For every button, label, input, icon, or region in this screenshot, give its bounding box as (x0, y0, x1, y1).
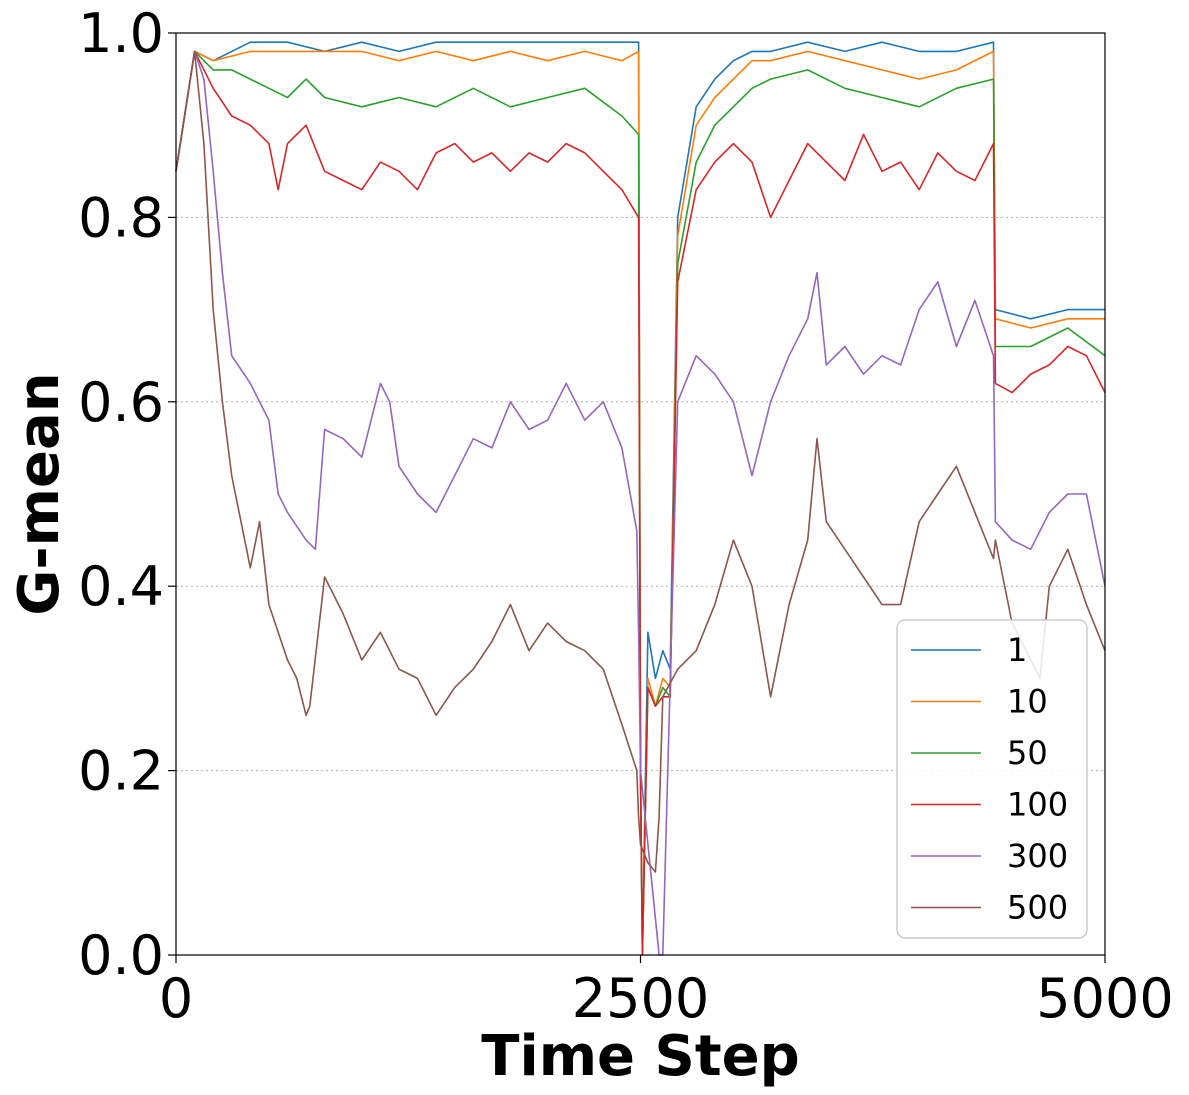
legend-label-300: 300 (1007, 837, 1068, 875)
y-tick-label-4: 0.8 (78, 186, 164, 249)
y-axis-label: G-mean (7, 372, 72, 615)
series-lines (175, 41, 1106, 956)
series-line-500 (175, 50, 1106, 873)
y-tick-label-0: 0.0 (78, 924, 164, 987)
x-tick-label-1: 2500 (572, 967, 709, 1030)
legend-label-1: 1 (1007, 631, 1027, 669)
y-tick-label-2: 0.4 (78, 555, 164, 618)
x-tick-label-2: 5000 (1036, 967, 1173, 1030)
legend-label-10: 10 (1007, 683, 1048, 721)
y-tick-label-5: 1.0 (78, 2, 164, 65)
x-tick-label-0: 0 (159, 967, 193, 1030)
legend-label-50: 50 (1007, 734, 1048, 772)
series-line-1 (175, 41, 1105, 956)
x-axis-ticks: 0 2500 5000 (159, 955, 1174, 1030)
series-line-300 (175, 50, 1106, 956)
legend-box (896, 619, 1088, 939)
x-axis-label: Time Step (481, 1024, 799, 1089)
legend: 1 10 50 100 300 500 (896, 619, 1088, 939)
y-axis-ticks: 0.0 0.2 0.4 0.6 0.8 1.0 (78, 2, 176, 987)
y-tick-label-3: 0.6 (78, 371, 164, 434)
legend-label-100: 100 (1007, 786, 1068, 824)
y-tick-label-1: 0.2 (78, 740, 164, 803)
legend-label-500: 500 (1007, 889, 1068, 927)
